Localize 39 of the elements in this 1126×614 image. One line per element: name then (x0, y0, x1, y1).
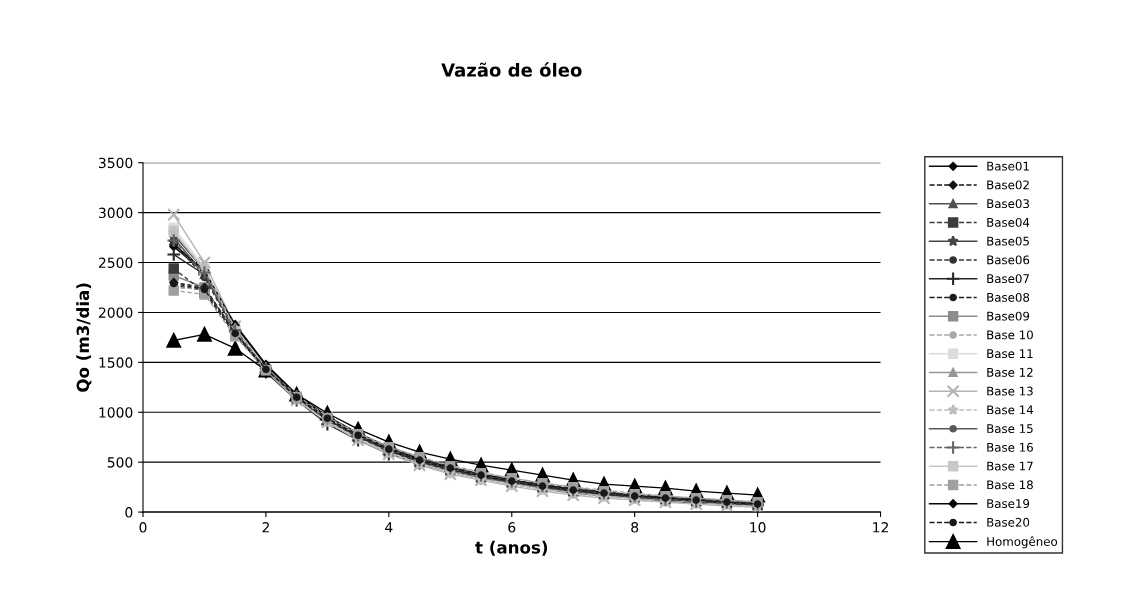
legend-label: Base 15 (987, 424, 1033, 434)
x-tick-label: 4 (385, 522, 393, 533)
legend-label: Base04 (987, 217, 1030, 227)
x-tick-label: 10 (750, 522, 766, 533)
y-tick-label: 500 (107, 457, 133, 468)
legend-label: Base02 (987, 180, 1029, 190)
legend-label: Base07 (987, 274, 1029, 284)
y-tick-label: 1000 (99, 407, 133, 418)
y-tick-label: 3000 (98, 207, 133, 219)
legend-label: Base 17 (987, 461, 1033, 471)
legend-label: Base01 (987, 161, 1029, 171)
y-tick-label: 3500 (98, 157, 133, 169)
legend-label: Base 12 (987, 367, 1033, 377)
legend-label: Base 13 (987, 386, 1033, 396)
chart-title: Vazão de óleo (441, 62, 582, 77)
legend-label: Base 10 (987, 330, 1033, 340)
legend-label: Base 14 (987, 405, 1034, 415)
x-axis-title: t (anos) (475, 540, 548, 556)
legend-label: Homogêneo (987, 536, 1058, 549)
y-axis-title: Qo (m3/dia) (76, 283, 92, 392)
y-tick-label: 0 (125, 507, 133, 518)
x-tick-label: 8 (631, 522, 639, 533)
legend-label: Base05 (987, 236, 1029, 246)
legend-label: Base 16 (987, 442, 1033, 452)
legend-label: Base06 (987, 255, 1030, 265)
x-tick-label: 2 (262, 522, 269, 533)
x-tick-label: 0 (139, 522, 147, 533)
y-tick-label: 1500 (99, 357, 133, 368)
legend-label: Base 18 (987, 480, 1033, 490)
y-tick-label: 2500 (98, 257, 133, 268)
legend-label: Base20 (987, 517, 1030, 527)
x-tick-label: 12 (873, 522, 888, 533)
legend-label: Base03 (987, 199, 1029, 209)
legend-label: Base19 (987, 499, 1030, 509)
y-tick-label: 2000 (98, 307, 133, 318)
legend-label: Base09 (987, 311, 1030, 321)
legend-label: Base 11 (987, 349, 1033, 359)
legend-label: Base08 (987, 292, 1030, 302)
x-tick-label: 6 (508, 522, 516, 533)
